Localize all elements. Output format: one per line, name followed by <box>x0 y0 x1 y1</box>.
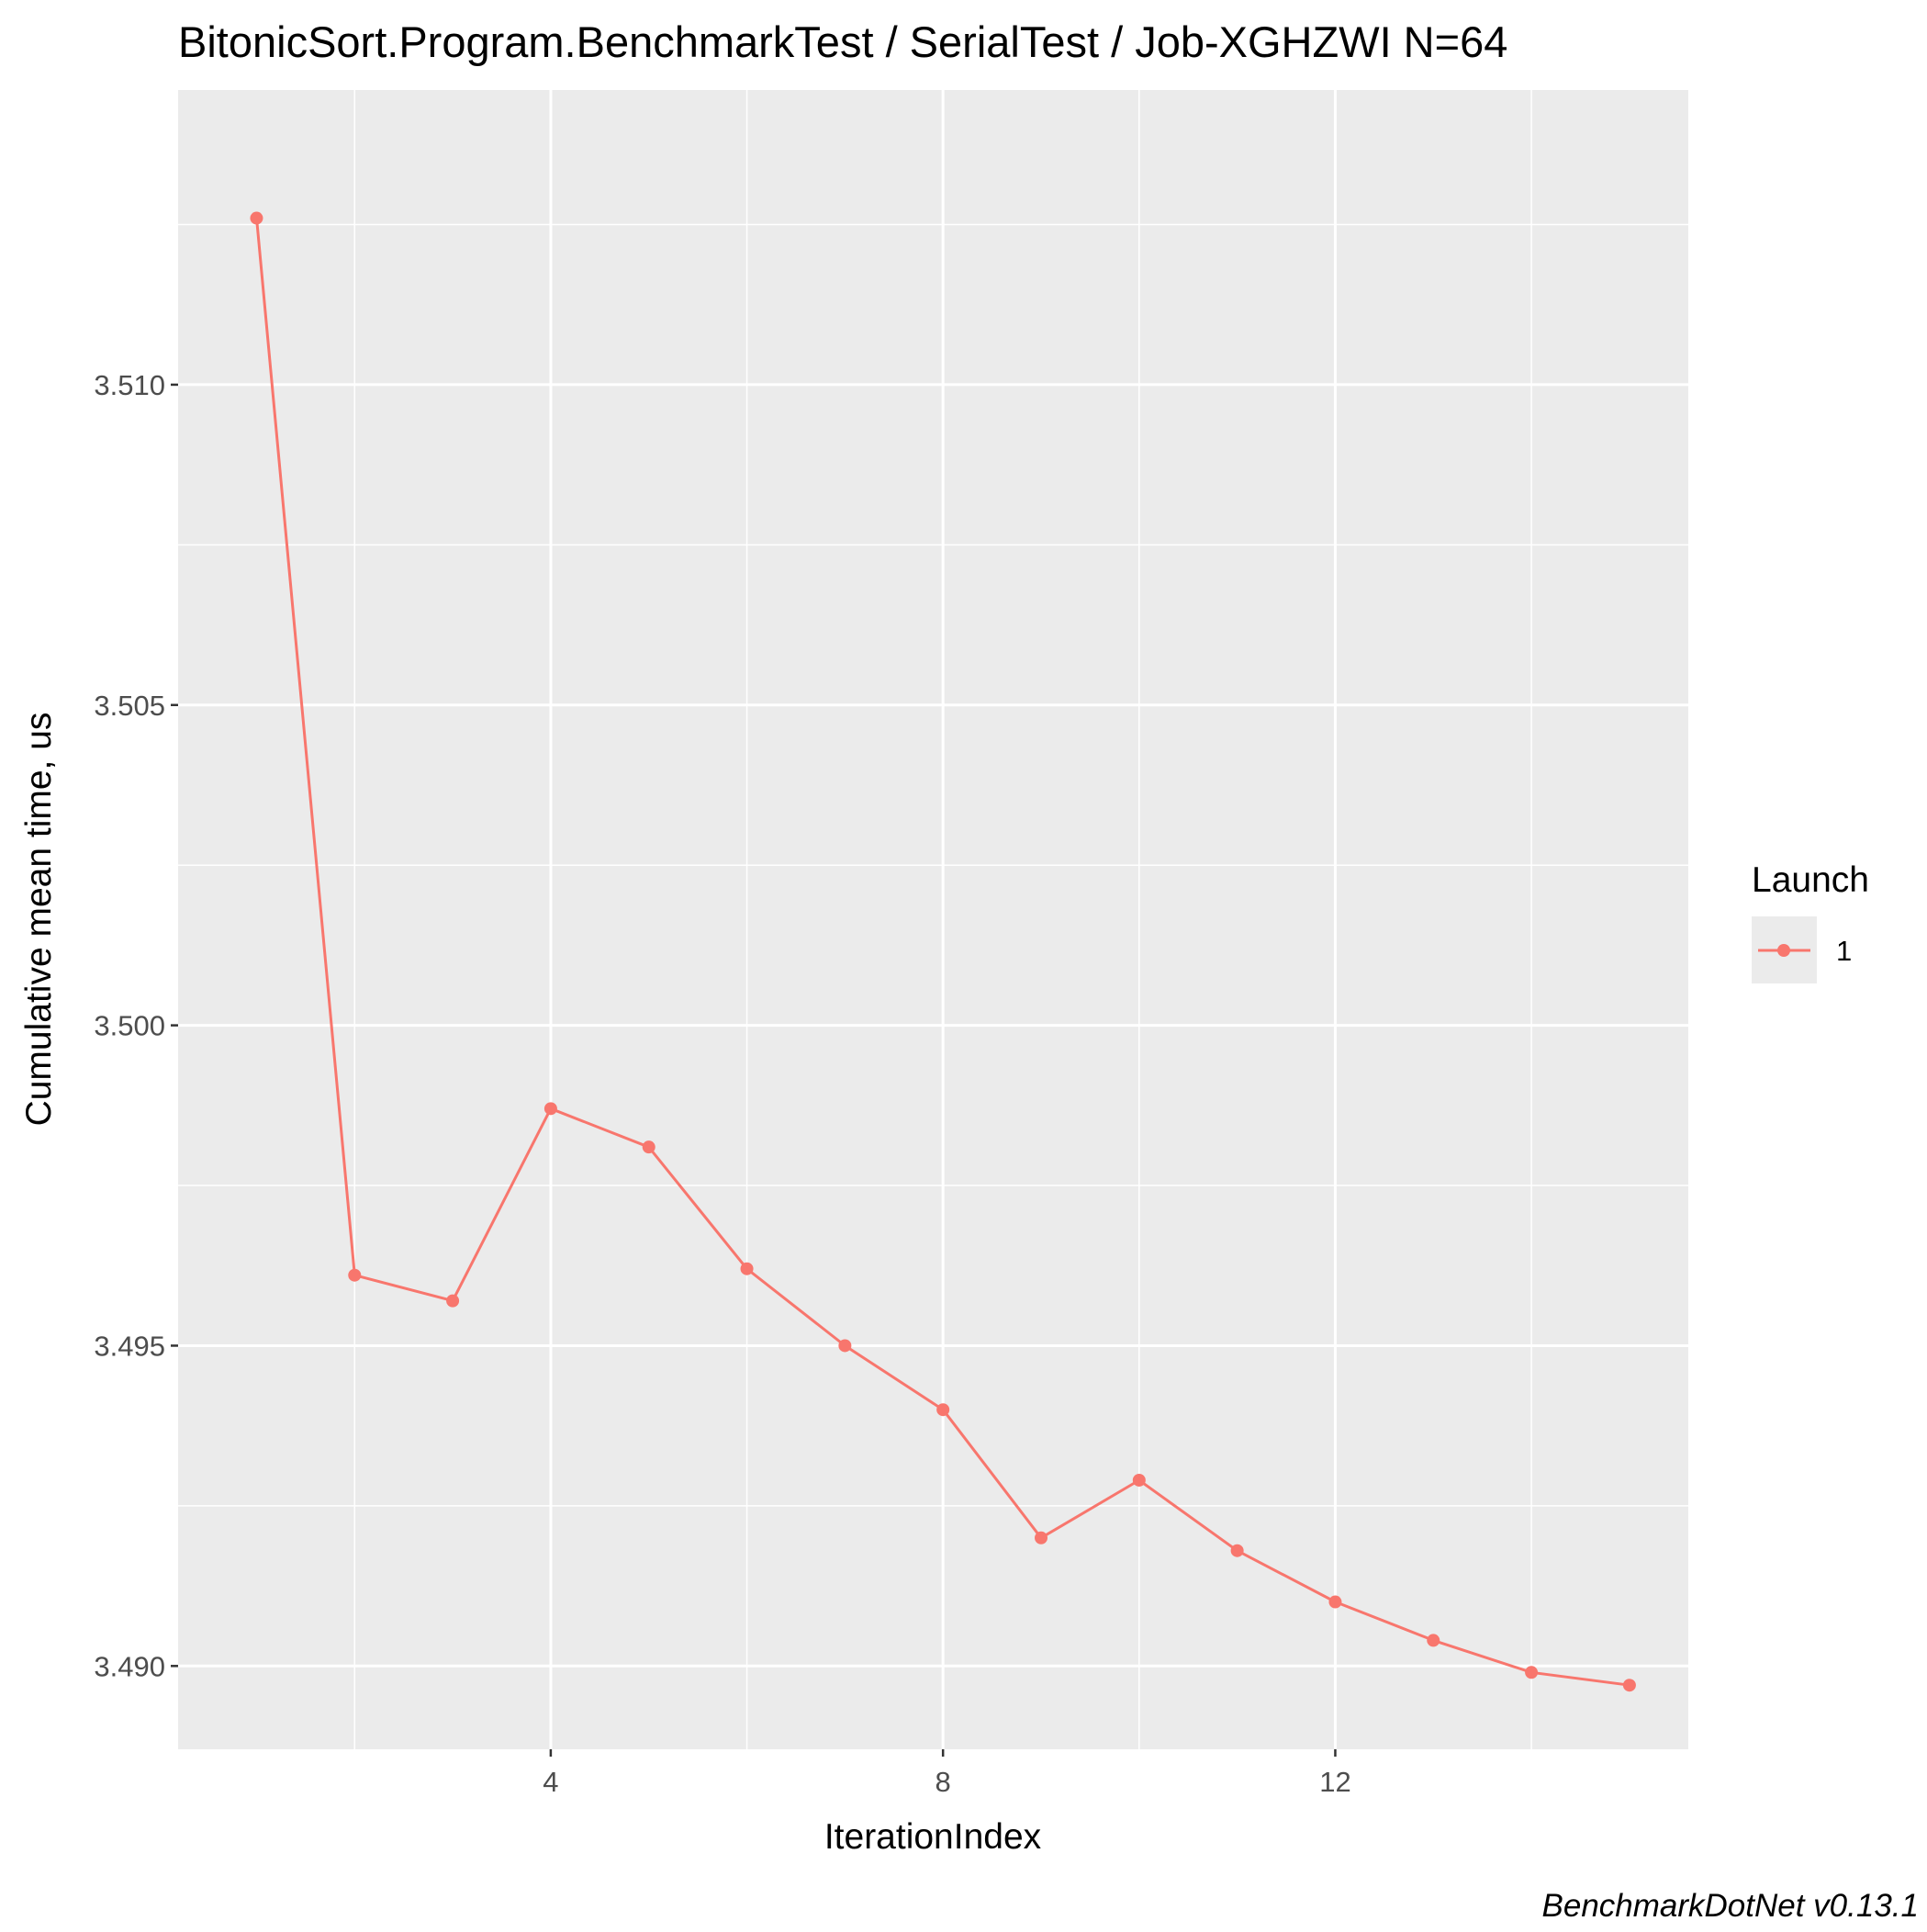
legend: Launch 1 <box>1752 860 1869 983</box>
data-point <box>838 1339 852 1353</box>
y-tick-label: 3.510 <box>94 369 165 401</box>
chart-title: BitonicSort.Program.BenchmarkTest / Seri… <box>178 17 1507 66</box>
y-tick-label: 3.490 <box>94 1650 165 1682</box>
x-tick-label: 12 <box>1319 1766 1350 1798</box>
data-point <box>250 211 263 225</box>
grid-major <box>178 90 1688 1749</box>
data-point <box>1427 1634 1440 1647</box>
y-tick-label: 3.495 <box>94 1330 165 1362</box>
y-axis-title: Cumulative mean time, us <box>19 713 59 1127</box>
legend-title: Launch <box>1752 860 1869 900</box>
data-point <box>1132 1473 1146 1487</box>
y-tick-label: 3.505 <box>94 690 165 722</box>
data-point <box>1035 1531 1048 1544</box>
data-point <box>1525 1666 1539 1679</box>
y-axis: 3.490 3.495 3.500 3.505 3.510 <box>94 369 178 1682</box>
x-tick-label: 4 <box>543 1766 558 1798</box>
caption: BenchmarkDotNet v0.13.1 <box>1542 1888 1919 1924</box>
y-tick-label: 3.500 <box>94 1010 165 1042</box>
data-point <box>1622 1679 1636 1692</box>
data-point <box>1328 1595 1342 1609</box>
data-point <box>936 1403 950 1417</box>
legend-key-point <box>1777 944 1790 957</box>
data-point <box>740 1262 754 1275</box>
legend-item-label: 1 <box>1836 935 1852 967</box>
x-axis-title: IterationIndex <box>824 1817 1042 1857</box>
data-point <box>348 1268 362 1282</box>
x-tick-label: 8 <box>935 1766 951 1798</box>
plot-panel <box>178 90 1688 1749</box>
grid-minor <box>178 90 1688 1749</box>
series-layer <box>250 211 1636 1692</box>
data-point <box>543 1102 557 1116</box>
data-point <box>1230 1544 1244 1557</box>
data-point <box>446 1294 460 1308</box>
data-point <box>642 1140 655 1154</box>
x-axis: 4 8 12 <box>543 1749 1351 1798</box>
